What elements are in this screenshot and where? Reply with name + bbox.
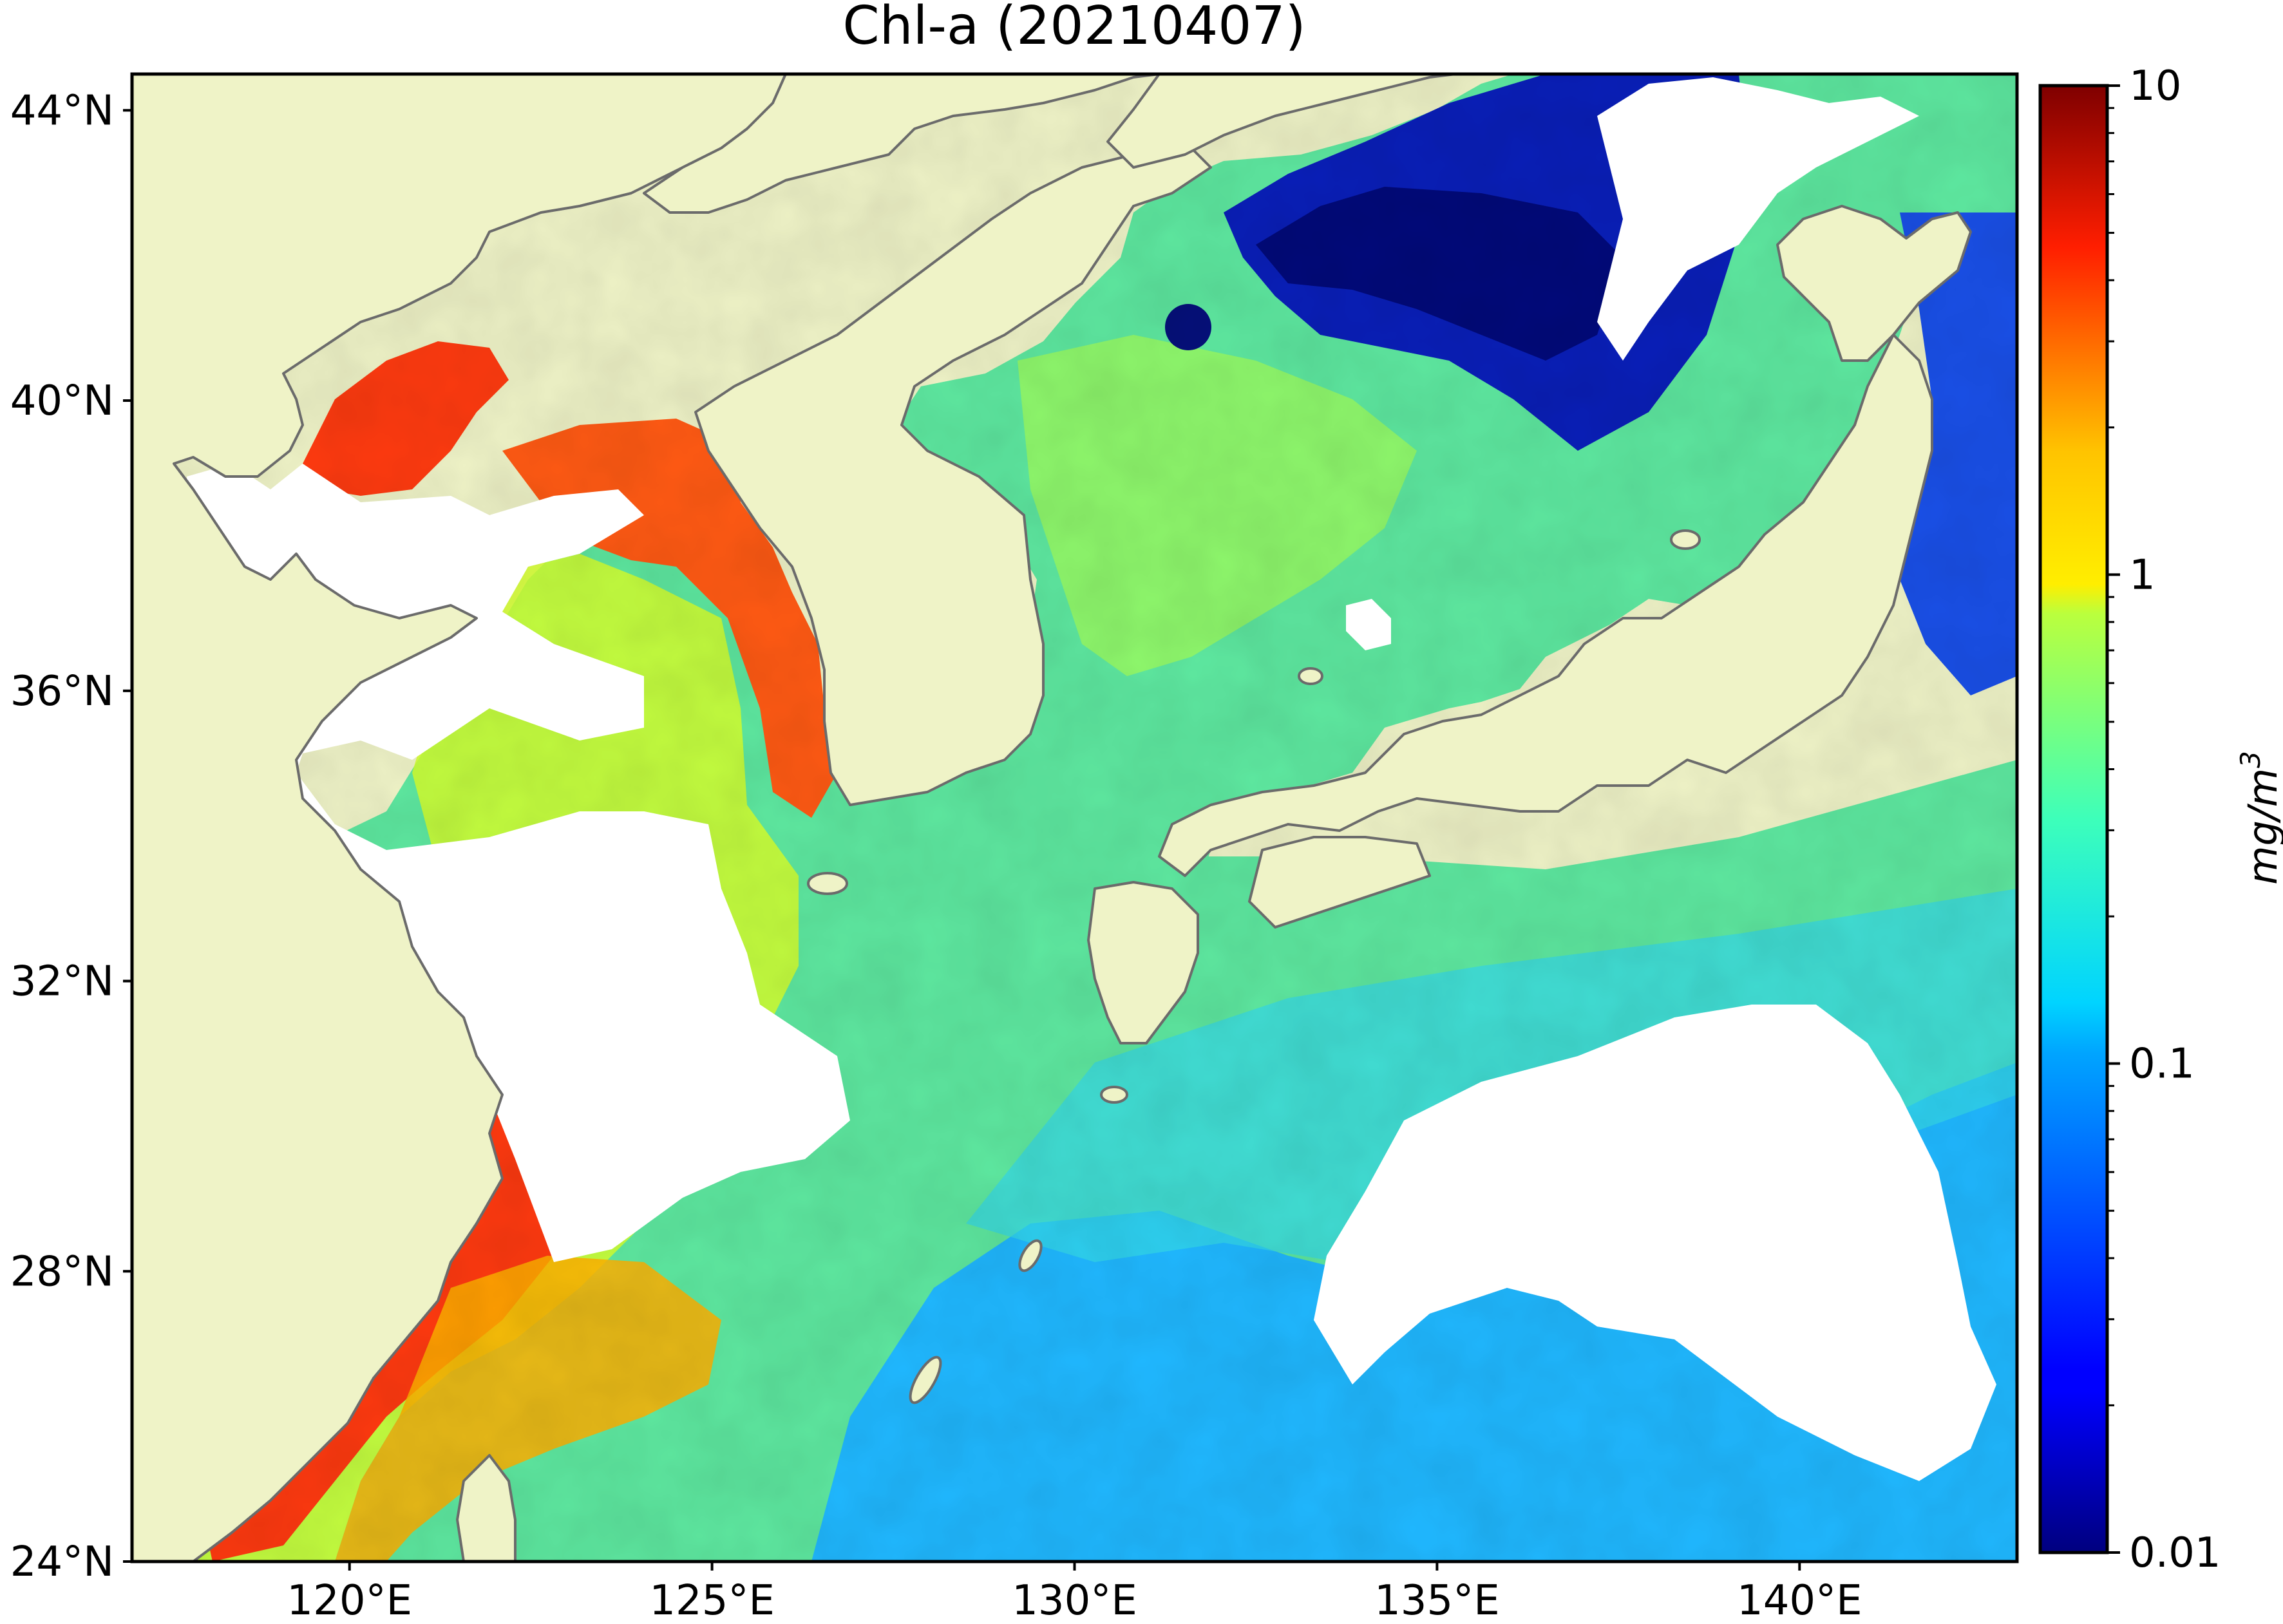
land-honshu: [1158, 334, 1933, 877]
land-jeju: [807, 872, 848, 895]
colorbar-tick-label: 1: [2129, 551, 2155, 599]
land-shikoku: [1248, 836, 1431, 929]
land-yakushima: [1100, 1086, 1128, 1104]
lat-tick-label: 40°N: [10, 377, 114, 425]
land-sado: [1670, 529, 1701, 550]
lat-tick-label: 36°N: [10, 668, 114, 715]
colorbar-tick-label: 0.1: [2129, 1041, 2195, 1088]
colorbar-tick-label: 10: [2129, 62, 2181, 110]
longitude-axis: 120°E 125°E 130°E 135°E 140°E: [287, 1562, 1862, 1624]
land-oki: [1298, 667, 1323, 685]
lat-tick-label: 32°N: [10, 958, 114, 1006]
colorbar: 10 1 0.1 0.01 mg/m3: [2038, 62, 2283, 1577]
colorbar-ticks: 10 1 0.1 0.01: [2107, 62, 2221, 1577]
land-north: [643, 74, 1160, 214]
lon-tick-label: 125°E: [649, 1577, 775, 1624]
map-panel: [132, 74, 2017, 1562]
colorbar-frame: [2038, 84, 2109, 1554]
lon-tick-label: 120°E: [287, 1577, 412, 1624]
chart-title: Chl-a (20210407): [842, 0, 1305, 57]
colorbar-units-exponent: 3: [2235, 751, 2266, 768]
land-amami: [1018, 1239, 1043, 1272]
lat-tick-label: 24°N: [10, 1538, 114, 1586]
land-hokkaido: [1776, 205, 1972, 362]
land-kyushu: [1087, 881, 1199, 1044]
land-russia-coast: [1106, 74, 1457, 169]
land-taiwan: [456, 1454, 516, 1562]
lon-tick-label: 140°E: [1737, 1577, 1862, 1624]
colorbar-units-base: mg/m: [2239, 768, 2283, 885]
colorbar-tick-label: 0.01: [2129, 1529, 2221, 1577]
lon-tick-label: 135°E: [1374, 1577, 1500, 1624]
lat-tick-label: 28°N: [10, 1248, 114, 1296]
latitude-axis: 44°N 40°N 36°N 32°N 28°N 24°N: [10, 87, 132, 1586]
land-masses: [132, 74, 1972, 1562]
land-korea: [694, 140, 1212, 806]
cloud-small-1: [1346, 599, 1391, 650]
lat-tick-label: 44°N: [10, 87, 114, 135]
colorbar-gradient: [2040, 86, 2107, 1553]
lon-tick-label: 130°E: [1012, 1577, 1137, 1624]
land-okinawa: [909, 1355, 942, 1404]
cloud-hokkaido: [1597, 77, 1919, 361]
cloud-pacific: [1314, 1005, 1996, 1481]
colorbar-units-label: mg/m3: [2235, 751, 2283, 885]
land-china: [132, 74, 787, 1562]
